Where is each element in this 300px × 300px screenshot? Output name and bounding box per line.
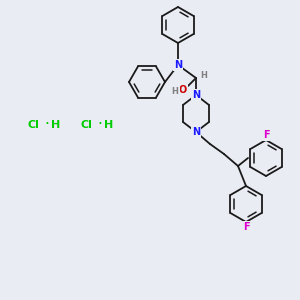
Text: Cl: Cl: [80, 120, 92, 130]
Text: H: H: [51, 120, 61, 130]
Text: H: H: [172, 86, 178, 95]
Text: ·: ·: [45, 118, 50, 133]
Text: F: F: [263, 130, 269, 140]
Text: N: N: [192, 90, 200, 100]
Text: Cl: Cl: [27, 120, 39, 130]
Text: H: H: [201, 70, 207, 80]
Text: O: O: [179, 85, 187, 95]
Text: H: H: [104, 120, 114, 130]
Text: N: N: [192, 127, 200, 137]
Text: F: F: [243, 222, 249, 232]
Text: N: N: [174, 60, 182, 70]
Text: ·: ·: [98, 118, 102, 133]
